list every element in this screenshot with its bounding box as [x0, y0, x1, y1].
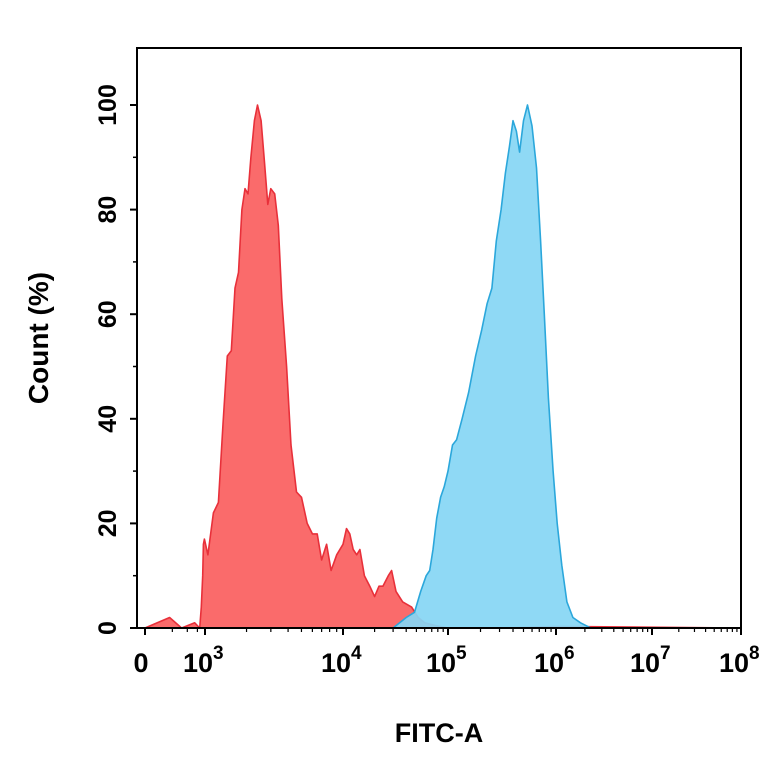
y-tick-label: 20 [94, 509, 122, 537]
x-axis: 0 103 104 105 106 107 108 [133, 628, 760, 678]
x-tick-label: 108 [719, 643, 760, 678]
y-tick-label: 80 [94, 196, 122, 224]
y-tick-label: 0 [94, 621, 122, 635]
series-layer [144, 104, 742, 629]
plot-frame [136, 47, 742, 629]
y-tick-label: 100 [94, 84, 122, 126]
x-tick-label: 106 [534, 643, 575, 678]
y-tick-label: 40 [94, 405, 122, 433]
x-tick-label: 0 [133, 648, 148, 678]
histogram-series-1 [144, 104, 742, 629]
x-tick-label: 105 [426, 643, 467, 678]
y-axis-title: Count (%) [23, 272, 54, 404]
y-tick-label: 60 [94, 300, 122, 328]
x-tick-label: 104 [321, 643, 362, 678]
x-tick-label: 103 [183, 643, 224, 678]
y-axis: 0 20 40 60 80 100 [94, 84, 137, 635]
x-axis-title: FITC-A [395, 718, 483, 748]
histogram-series-2 [144, 104, 742, 629]
x-tick-label: 107 [630, 643, 671, 678]
